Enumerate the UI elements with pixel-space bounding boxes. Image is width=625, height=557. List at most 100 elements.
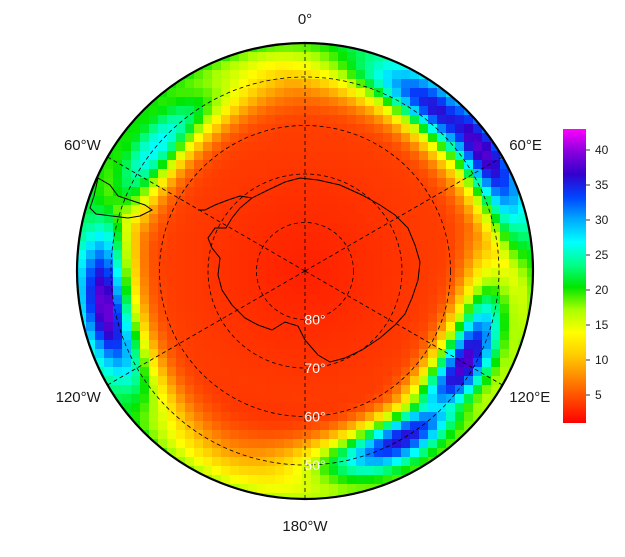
field-cell: [338, 304, 348, 314]
field-cell: [275, 430, 285, 440]
field-cell: [185, 331, 195, 341]
field-cell: [212, 412, 222, 422]
field-cell: [329, 430, 339, 440]
field-cell: [230, 151, 240, 161]
field-cell: [104, 223, 114, 233]
field-cell: [203, 331, 213, 341]
field-cell: [131, 142, 141, 152]
field-cell: [257, 313, 267, 323]
field-cell: [203, 178, 213, 188]
field-cell: [383, 403, 393, 413]
field-cell: [419, 403, 429, 413]
field-cell: [302, 313, 312, 323]
field-cell: [329, 457, 339, 467]
field-cell: [149, 187, 159, 197]
field-cell: [212, 178, 222, 188]
field-cell: [437, 133, 447, 143]
field-cell: [122, 358, 132, 368]
field-cell: [392, 115, 402, 125]
field-cell: [410, 142, 420, 152]
field-cell: [365, 142, 375, 152]
field-cell: [347, 304, 357, 314]
field-cell: [212, 277, 222, 287]
field-cell: [131, 394, 141, 404]
field-cell: [311, 502, 321, 512]
field-cell: [356, 421, 366, 431]
field-cell: [365, 259, 375, 269]
field-cell: [437, 268, 447, 278]
field-cell: [356, 178, 366, 188]
field-cell: [374, 394, 384, 404]
field-cell: [419, 232, 429, 242]
field-cell: [293, 187, 303, 197]
field-cell: [302, 484, 312, 494]
field-cell: [167, 259, 177, 269]
field-cell: [329, 142, 339, 152]
field-cell: [419, 340, 429, 350]
field-cell: [311, 430, 321, 440]
field-cell: [338, 259, 348, 269]
field-cell: [266, 268, 276, 278]
field-cell: [356, 448, 366, 458]
field-cell: [293, 97, 303, 107]
field-cell: [302, 151, 312, 161]
field-cell: [185, 151, 195, 161]
field-cell: [374, 241, 384, 251]
field-cell: [383, 214, 393, 224]
field-cell: [158, 142, 168, 152]
field-cell: [374, 304, 384, 314]
field-cell: [383, 376, 393, 386]
field-cell: [104, 313, 114, 323]
field-cell: [266, 484, 276, 494]
field-cell: [167, 385, 177, 395]
field-cell: [338, 178, 348, 188]
longitude-label: 180°W: [282, 518, 328, 535]
field-cell: [428, 214, 438, 224]
field-cell: [356, 115, 366, 125]
field-cell: [410, 214, 420, 224]
field-cell: [392, 124, 402, 134]
field-cell: [275, 457, 285, 467]
field-cell: [95, 223, 105, 233]
field-cell: [356, 484, 366, 494]
longitude-label: 0°: [298, 11, 312, 28]
field-cell: [113, 385, 123, 395]
field-cell: [293, 430, 303, 440]
field-cell: [230, 304, 240, 314]
field-cell: [446, 169, 456, 179]
field-cell: [392, 376, 402, 386]
field-cell: [311, 394, 321, 404]
field-cell: [401, 439, 411, 449]
field-cell: [104, 322, 114, 332]
field-cell: [77, 340, 87, 350]
field-cell: [356, 349, 366, 359]
field-cell: [239, 115, 249, 125]
field-cell: [230, 277, 240, 287]
field-cell: [410, 133, 420, 143]
field-cell: [347, 313, 357, 323]
field-cell: [374, 376, 384, 386]
field-cell: [302, 304, 312, 314]
field-cell: [113, 160, 123, 170]
field-cell: [140, 259, 150, 269]
field-cell: [221, 331, 231, 341]
field-cell: [446, 232, 456, 242]
field-cell: [167, 169, 177, 179]
field-cell: [104, 286, 114, 296]
field-cell: [302, 358, 312, 368]
field-cell: [239, 187, 249, 197]
field-cell: [203, 448, 213, 458]
field-cell: [122, 196, 132, 206]
field-cell: [104, 250, 114, 260]
field-cell: [392, 439, 402, 449]
field-cell: [158, 277, 168, 287]
field-cell: [275, 52, 285, 62]
field-cell: [302, 430, 312, 440]
field-cell: [437, 178, 447, 188]
field-cell: [419, 151, 429, 161]
field-cell: [347, 430, 357, 440]
field-cell: [212, 115, 222, 125]
field-cell: [392, 268, 402, 278]
field-cell: [320, 304, 330, 314]
field-cell: [491, 259, 501, 269]
